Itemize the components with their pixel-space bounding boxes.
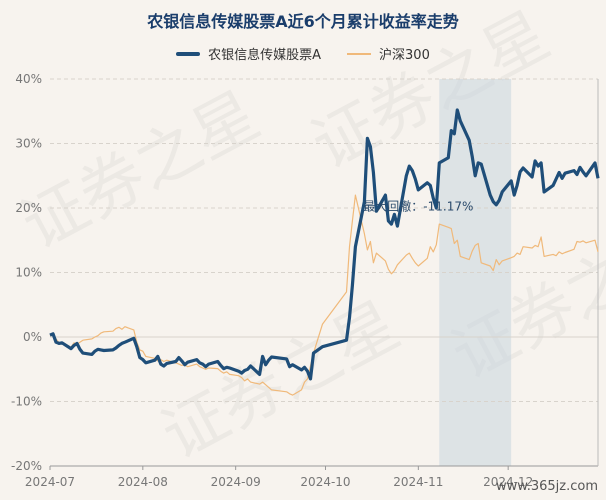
legend-item-fund[interactable]: 农银信息传媒股票A	[176, 44, 321, 63]
legend-label-benchmark: 沪深300	[379, 48, 430, 63]
x-tick-label: 2024-08	[118, 475, 168, 489]
series-line-benchmark	[49, 194, 599, 396]
y-tick-label: 0%	[23, 330, 42, 344]
legend-swatch-benchmark	[347, 52, 372, 55]
legend-label-fund: 农银信息传媒股票A	[208, 48, 322, 63]
x-tick-label: 2024-11	[393, 475, 443, 489]
x-tick-label: 2024-10	[300, 475, 350, 489]
x-tick-label: 2024-09	[211, 475, 261, 489]
y-tick-label: -20%	[11, 459, 42, 473]
legend-item-benchmark[interactable]: 沪深300	[347, 44, 430, 63]
drawdown-label: 最大回撤：-11.17%	[363, 199, 473, 214]
legend-swatch-fund	[176, 51, 201, 56]
y-tick-label: 30%	[15, 137, 42, 151]
series-line-fund	[49, 108, 600, 381]
y-tick-label: 40%	[15, 72, 42, 86]
brand-watermark: www.365jz.com	[496, 479, 598, 494]
chart-title: 农银信息传媒股票A近6个月累计收益率走势	[147, 12, 459, 31]
x-tick-label: 2024-07	[25, 475, 75, 489]
legend: 农银信息传媒股票A 沪深300	[0, 44, 606, 63]
y-tick-label: 10%	[15, 266, 42, 280]
y-tick-label: -10%	[11, 395, 42, 409]
x-tick-label: 2024-12	[483, 475, 533, 489]
y-tick-label: 20%	[15, 201, 42, 215]
